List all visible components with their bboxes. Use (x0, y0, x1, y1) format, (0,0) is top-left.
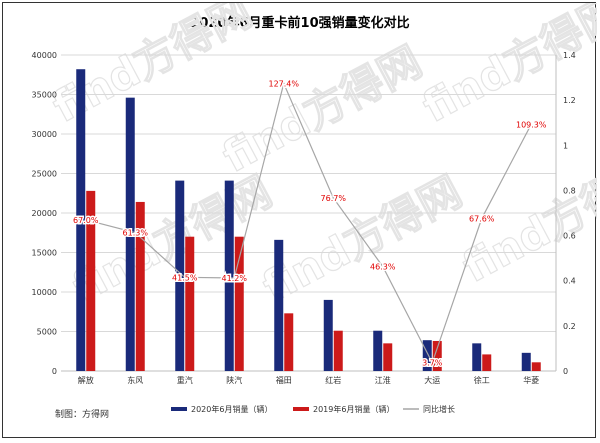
bar-2019-9 (531, 362, 541, 371)
bar-2019-0 (86, 190, 96, 371)
growth-polyline (85, 81, 532, 365)
growth-label: 41.2% (222, 274, 248, 283)
growth-point (183, 276, 186, 279)
y-left-tick: 15000 (32, 249, 57, 258)
y-right-tick: 1.2 (563, 96, 576, 105)
y-right-tick: 1 (563, 141, 568, 150)
y-axis-left: 0 5000 10000 15000 20000 25000 30000 35000 40000 (32, 51, 57, 376)
x-tick-label: 江淮 (375, 375, 391, 385)
bar-2020-4 (274, 239, 284, 371)
y-left-tick: 10000 (32, 288, 57, 297)
y-left-tick: 20000 (32, 209, 57, 218)
growth-point (134, 231, 137, 234)
y-right-tick: 0.4 (563, 277, 576, 286)
growth-label: 127.4% (268, 79, 299, 88)
growth-point (84, 218, 87, 221)
x-tick-label: 红岩 (325, 375, 341, 385)
x-axis-labels: 解放 东风 重汽 陕汽 福田 红岩 江淮 大运 徐工 华菱 (78, 375, 540, 385)
watermark-text: find方得网 (255, 167, 470, 312)
legend-label: 同比增长 (423, 404, 455, 414)
growth-label: 67.0% (73, 216, 99, 225)
growth-point (233, 277, 236, 279)
growth-labels: 67.0% 61.3% 41.5% 41.2% 127.4% 76.7% 46.3% 3.7%… (72, 78, 549, 369)
y-right-tick: 0 (563, 367, 568, 376)
growth-label: 3.7% (422, 359, 443, 368)
growth-label: 76.7% (321, 194, 347, 203)
legend-label: 2020年6月销量（辆） (191, 404, 272, 414)
bar-2019-4 (284, 313, 294, 371)
x-tick-label: 东风 (127, 375, 143, 385)
growth-label: 109.3% (516, 120, 547, 129)
y-axis-right: 0 0.2 0.4 0.6 0.8 1 1.2 1.4 (563, 51, 576, 376)
y-left-tick: 25000 (32, 170, 57, 179)
legend-swatch (293, 407, 309, 411)
bar-2019-2 (185, 236, 195, 371)
y-left-tick: 0 (52, 367, 57, 376)
y-left-tick: 35000 (32, 91, 57, 100)
growth-label: 61.3% (123, 229, 149, 238)
bar-2020-3 (224, 180, 234, 371)
bar-2020-0 (76, 69, 86, 371)
x-tick-label: 徐工 (474, 375, 490, 385)
source-note: 制图：方得网 (55, 408, 109, 420)
bar-2020-9 (521, 352, 531, 371)
y-right-tick: 0.8 (563, 186, 576, 195)
bar-2019-6 (383, 343, 393, 371)
legend-label: 2019年6月销量（辆） (313, 404, 394, 414)
x-tick-label: 福田 (276, 376, 292, 385)
growth-label: 67.6% (469, 214, 495, 223)
legend: 2020年6月销量（辆） 2019年6月销量（辆） 同比增长 (171, 404, 455, 414)
y-left-tick: 5000 (37, 328, 57, 337)
bar-2019-8 (482, 354, 492, 371)
y-left-tick: 30000 (32, 130, 57, 139)
x-tick-label: 大运 (424, 375, 440, 385)
x-tick-label: 陕汽 (226, 375, 242, 385)
growth-point (282, 82, 285, 85)
growth-line (84, 81, 533, 365)
watermark-text: find方得网 (415, 3, 597, 132)
bar-2019-7 (432, 340, 442, 371)
y-right-tick: 0.2 (563, 322, 576, 331)
growth-label: 46.3% (370, 262, 396, 271)
x-tick-label: 华菱 (523, 375, 539, 385)
bar-2020-6 (373, 330, 383, 371)
chart: 2020年6月重卡前10强销量变化对比 find方得网find方得网find方得… (32, 0, 600, 420)
x-tick-label: 重汽 (177, 375, 193, 385)
bar-2020-7 (422, 340, 432, 371)
watermark-text: find方得网 (215, 37, 430, 182)
chart-title: 2020年6月重卡前10强销量变化对比 (190, 15, 409, 31)
growth-point (530, 123, 533, 126)
growth-label: 41.5% (172, 273, 198, 282)
bar-2019-1 (135, 201, 145, 371)
growth-point (480, 217, 483, 220)
watermark-text: find方得网 (65, 167, 280, 312)
bar-2020-8 (472, 343, 482, 371)
y-right-tick: 0.6 (563, 232, 576, 241)
growth-point (332, 197, 335, 199)
y-left-tick: 40000 (32, 51, 57, 60)
legend-swatch (171, 407, 187, 411)
growth-point (381, 265, 384, 268)
bar-2019-5 (333, 330, 343, 371)
bar-2020-2 (175, 180, 185, 371)
x-tick-label: 解放 (78, 375, 94, 385)
bar-2019-3 (234, 236, 244, 371)
bars (76, 69, 541, 371)
bar-2020-5 (323, 299, 333, 371)
bar-2020-1 (125, 97, 135, 371)
growth-point (431, 361, 434, 364)
y-right-tick: 1.4 (563, 51, 576, 60)
